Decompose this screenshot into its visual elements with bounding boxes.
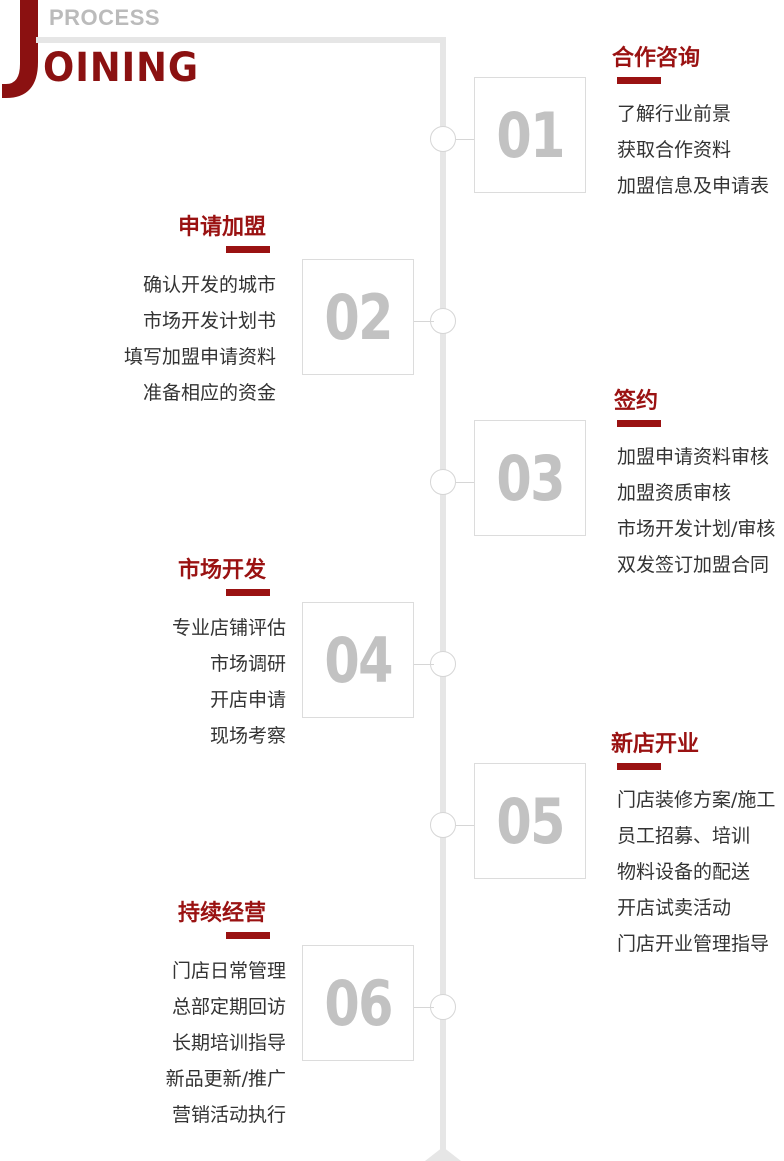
logo-joining-text: OINING bbox=[43, 45, 199, 91]
list-item: 加盟申请资料审核 bbox=[617, 446, 770, 468]
connector-4 bbox=[414, 664, 434, 665]
list-item: 了解行业前景 bbox=[617, 103, 732, 125]
step-title-2: 申请加盟 bbox=[178, 215, 267, 240]
step-number-4: 04 bbox=[324, 623, 393, 697]
list-item: 加盟信息及申请表 bbox=[617, 175, 770, 197]
step-number-box-5: 05 bbox=[474, 763, 586, 879]
list-item: 新品更新/推广 bbox=[165, 1068, 286, 1090]
list-item: 开店试卖活动 bbox=[617, 897, 732, 919]
timeline-node-3 bbox=[430, 469, 456, 495]
step-title-3: 签约 bbox=[614, 389, 659, 414]
timeline-vertical-line bbox=[440, 37, 446, 1160]
list-item: 营销活动执行 bbox=[171, 1104, 286, 1126]
step-number-box-3: 03 bbox=[474, 420, 586, 536]
step-items-5: 门店装修方案/施工 员工招募、培训 物料设备的配送 开店试卖活动 门店开业管理指… bbox=[617, 782, 775, 962]
step-items-6: 门店日常管理 总部定期回访 长期培训指导 新品更新/推广 营销活动执行 bbox=[166, 953, 286, 1133]
step-title-bar-3 bbox=[617, 420, 661, 427]
list-item: 门店开业管理指导 bbox=[617, 933, 770, 955]
logo-process-text: PROCESS bbox=[49, 5, 161, 30]
list-item: 现场考察 bbox=[209, 725, 286, 747]
step-number-box-1: 01 bbox=[474, 77, 586, 193]
step-title-bar-5 bbox=[617, 763, 661, 770]
step-number-6: 06 bbox=[324, 966, 393, 1040]
step-items-3: 加盟申请资料审核 加盟资质审核 市场开发计划/审核 双发签订加盟合同 bbox=[617, 439, 775, 583]
connector-2 bbox=[414, 321, 434, 322]
connector-1 bbox=[456, 139, 476, 140]
list-item: 市场开发计划书 bbox=[142, 310, 276, 332]
list-item: 市场调研 bbox=[209, 653, 286, 675]
list-item: 物料设备的配送 bbox=[617, 861, 751, 883]
step-title-bar-1 bbox=[617, 77, 661, 84]
step-number-box-2: 02 bbox=[302, 259, 414, 375]
step-number-2: 02 bbox=[324, 280, 393, 354]
list-item: 长期培训指导 bbox=[171, 1032, 286, 1054]
logo-j-letter bbox=[2, 0, 38, 98]
step-title-bar-2 bbox=[226, 246, 270, 253]
list-item: 双发签订加盟合同 bbox=[617, 554, 770, 576]
step-title-6: 持续经营 bbox=[178, 901, 267, 926]
connector-6 bbox=[414, 1007, 434, 1008]
timeline-end-arrow bbox=[425, 1147, 461, 1161]
step-items-1: 了解行业前景 获取合作资料 加盟信息及申请表 bbox=[617, 96, 769, 204]
step-items-2: 确认开发的城市 市场开发计划书 填写加盟申请资料 准备相应的资金 bbox=[124, 267, 276, 411]
connector-3 bbox=[456, 482, 476, 483]
list-item: 获取合作资料 bbox=[617, 139, 732, 161]
list-item: 门店日常管理 bbox=[171, 960, 286, 982]
list-item: 准备相应的资金 bbox=[142, 382, 276, 404]
step-title-5: 新店开业 bbox=[611, 732, 700, 757]
timeline-top-line bbox=[36, 37, 446, 43]
timeline-node-5 bbox=[430, 812, 456, 838]
step-title-4: 市场开发 bbox=[178, 558, 267, 583]
list-item: 员工招募、培训 bbox=[617, 825, 751, 847]
step-title-bar-6 bbox=[226, 932, 270, 939]
timeline-node-1 bbox=[430, 126, 456, 152]
list-item: 专业店铺评估 bbox=[171, 617, 286, 639]
step-title-1: 合作咨询 bbox=[612, 46, 701, 71]
step-title-bar-4 bbox=[226, 589, 270, 596]
list-item: 市场开发计划/审核 bbox=[617, 518, 776, 540]
list-item: 加盟资质审核 bbox=[617, 482, 732, 504]
step-number-box-6: 06 bbox=[302, 945, 414, 1061]
step-items-4: 专业店铺评估 市场调研 开店申请 现场考察 bbox=[172, 610, 286, 754]
list-item: 开店申请 bbox=[209, 689, 286, 711]
step-number-3: 03 bbox=[496, 441, 565, 515]
list-item: 门店装修方案/施工 bbox=[617, 789, 776, 811]
step-number-1: 01 bbox=[496, 98, 565, 172]
list-item: 确认开发的城市 bbox=[142, 274, 276, 296]
list-item: 总部定期回访 bbox=[171, 996, 286, 1018]
connector-5 bbox=[456, 825, 476, 826]
list-item: 填写加盟申请资料 bbox=[123, 346, 276, 368]
step-number-5: 05 bbox=[496, 784, 565, 858]
step-number-box-4: 04 bbox=[302, 602, 414, 718]
